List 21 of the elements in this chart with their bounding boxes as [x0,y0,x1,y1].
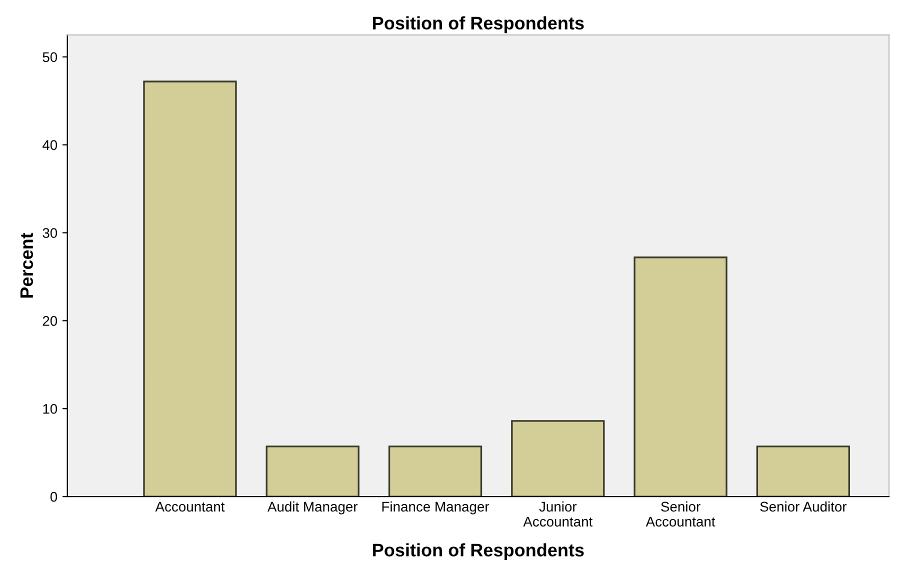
x-tick-label: Finance Manager [382,501,490,514]
x-axis-title: Position of Respondents [373,543,584,560]
bar [511,420,605,497]
y-tick-label: 20 [42,316,58,326]
y-tick-label: 50 [42,52,58,62]
y-tick-label: 40 [42,140,58,150]
x-tick-label: Junior Accountant [523,501,593,527]
bar [266,446,360,497]
y-tick-label: 30 [42,228,58,238]
x-tick-label: Audit Manager [267,501,358,514]
bar [756,446,850,497]
y-tick-label: 10 [43,404,58,414]
y-axis-title: Percent [20,232,34,298]
bar [634,256,728,497]
bar [143,80,237,497]
y-tick-label: 0 [50,492,58,502]
bar [388,446,482,497]
x-tick-label: Accountant [155,502,225,512]
x-tick-label: Senior Accountant [646,501,716,527]
chart-title: Position of Respondents [373,16,584,34]
x-tick-label: Senior Auditor [760,501,847,512]
